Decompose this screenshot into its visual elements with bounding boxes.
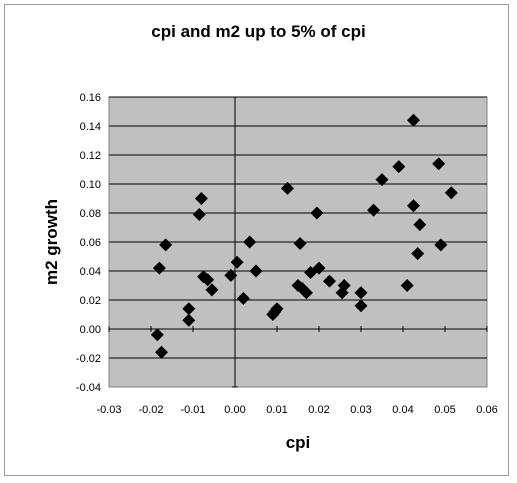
x-tick-label: -0.03: [96, 404, 121, 416]
data-point: [182, 302, 196, 316]
x-tick-label: 0.00: [224, 404, 245, 416]
data-point: [367, 203, 381, 217]
y-tick-label: 0.08: [80, 208, 101, 220]
x-tick-label: 0.05: [434, 404, 455, 416]
chart-title: cpi and m2 up to 5% of cpi: [151, 22, 366, 41]
data-point: [201, 273, 215, 287]
data-point: [411, 247, 425, 261]
x-tick-labels: -0.03 -0.02 -0.01 0.00 0.01 0.02 0.03 0.04 0.05 0…: [96, 404, 497, 416]
y-axis-title: m2 growth: [42, 199, 61, 285]
y-tick-label: -0.04: [76, 382, 101, 394]
data-point: [293, 236, 307, 250]
data-point: [152, 261, 166, 275]
x-tick-label: -0.01: [180, 404, 205, 416]
y-tick-label: 0.14: [80, 121, 101, 133]
data-point: [281, 181, 294, 195]
data-point: [192, 207, 206, 221]
data-point: [407, 113, 420, 127]
x-tick-label: 0.02: [308, 404, 329, 416]
data-point: [243, 235, 257, 249]
data-point: [400, 279, 414, 292]
data-point: [150, 328, 164, 342]
data-point: [205, 283, 219, 297]
data-points: [150, 113, 458, 359]
y-tick-label: 0.04: [80, 266, 101, 278]
data-point: [249, 264, 263, 278]
data-point: [434, 238, 448, 252]
data-point: [392, 160, 406, 174]
data-point: [159, 238, 173, 252]
y-tick-labels: -0.04 -0.02 0.00 0.02 0.04 0.06 0.08 0.10 0.12 0.…: [76, 92, 101, 394]
data-point: [299, 286, 313, 300]
x-tick-label: 0.06: [476, 404, 497, 416]
data-point: [432, 157, 446, 171]
data-point: [337, 279, 351, 292]
y-tick-label: 0.10: [80, 179, 101, 191]
y-tick-label: 0.12: [80, 150, 101, 162]
tick-marks: [108, 96, 488, 388]
data-point: [310, 206, 324, 220]
data-point: [155, 345, 168, 359]
y-tick-label: 0.00: [80, 324, 101, 336]
gridlines: [109, 96, 487, 359]
x-tick-label: 0.04: [392, 404, 413, 416]
data-point: [354, 286, 368, 300]
x-tick-label: 0.03: [350, 404, 371, 416]
x-axis-title: cpi: [286, 433, 311, 452]
data-point: [224, 268, 238, 282]
data-point: [413, 218, 427, 232]
y-tick-label: 0.02: [80, 295, 101, 307]
data-point: [354, 299, 368, 313]
data-point: [407, 199, 420, 213]
data-point: [236, 292, 250, 306]
y-tick-label: 0.16: [80, 92, 101, 104]
y-tick-label: -0.02: [76, 353, 101, 365]
data-point: [444, 186, 458, 200]
data-point: [375, 173, 389, 187]
x-tick-label: 0.01: [266, 404, 287, 416]
data-point: [182, 313, 196, 327]
data-point: [230, 255, 244, 269]
data-point: [194, 192, 208, 205]
data-point: [323, 274, 336, 288]
data-point: [270, 302, 284, 316]
y-tick-label: 0.06: [80, 237, 101, 249]
x-tick-label: -0.02: [138, 404, 163, 416]
data-point: [312, 261, 326, 275]
